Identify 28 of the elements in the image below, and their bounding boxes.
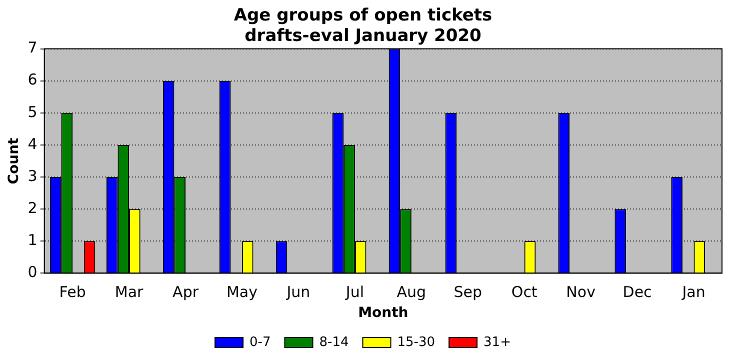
y-tick-label: 3 xyxy=(28,166,38,185)
legend-label: 8-14 xyxy=(319,334,349,350)
x-tick-label: Jan xyxy=(681,283,706,302)
x-tick-label: May xyxy=(226,283,258,302)
y-tick-label: 2 xyxy=(28,198,38,217)
chart-subtitle: drafts-eval January 2020 xyxy=(244,26,482,46)
legend-label: 0-7 xyxy=(250,334,271,350)
x-tick-label: Dec xyxy=(622,283,652,302)
x-tick-label: Jun xyxy=(286,283,310,302)
y-tick-label: 7 xyxy=(28,38,38,57)
x-tick-label: Sep xyxy=(454,283,482,302)
x-tick-label: Feb xyxy=(59,283,86,302)
y-tick-label: 5 xyxy=(28,102,38,121)
x-tick-label: Nov xyxy=(566,283,596,302)
x-tick-label: Oct xyxy=(511,283,538,302)
x-tick-label: Aug xyxy=(396,283,426,302)
x-tick-label: Mar xyxy=(114,283,144,302)
chart-title: Age groups of open tickets xyxy=(234,6,492,26)
y-tick-label: 4 xyxy=(28,134,38,153)
legend-label: 31+ xyxy=(484,334,511,350)
y-tick-label: 1 xyxy=(28,231,38,250)
x-axis-title: Month xyxy=(358,305,408,322)
x-tick-label: Apr xyxy=(172,283,200,302)
y-tick-label: 6 xyxy=(28,70,38,89)
x-tick-label: Jul xyxy=(344,283,364,302)
y-axis-title: Count xyxy=(6,137,22,184)
legend-label: 15-30 xyxy=(397,334,436,350)
y-tick-label: 0 xyxy=(28,263,38,282)
